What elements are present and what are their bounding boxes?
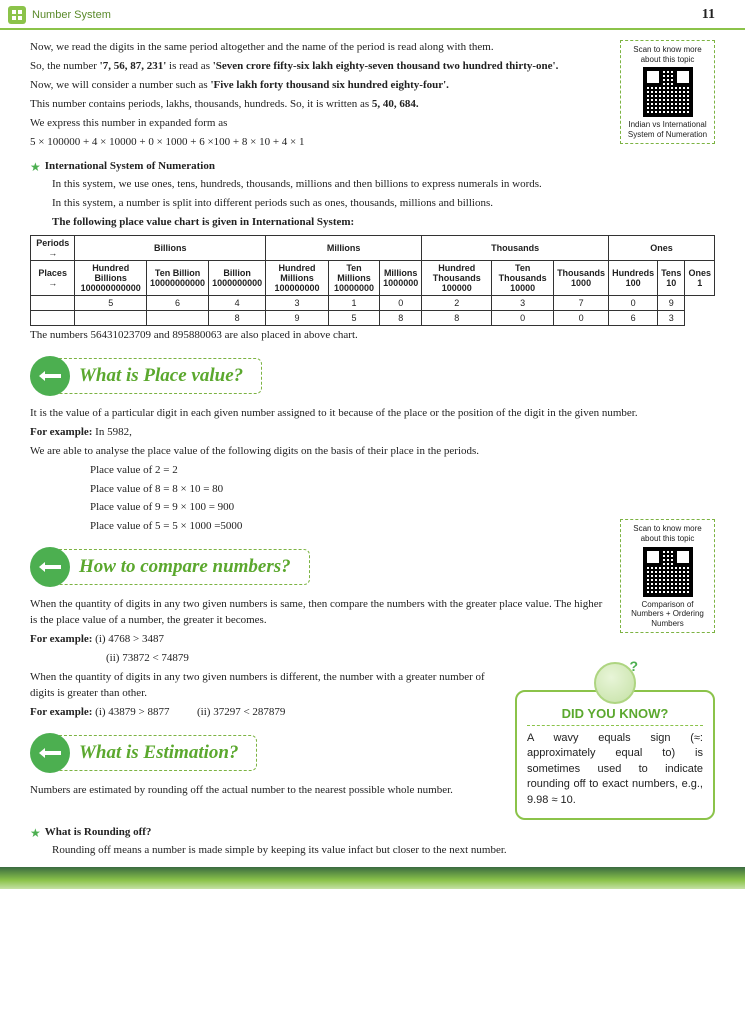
star-icon: ★ — [30, 826, 41, 840]
compare-p1: When the quantity of digits in any two g… — [30, 597, 715, 629]
pv-p3: We are able to analyse the place value o… — [30, 444, 715, 460]
intro-p6: 5 × 100000 + 4 × 10000 + 0 × 1000 + 6 ×1… — [30, 135, 715, 151]
pv-example: For example: In 5982, — [30, 425, 715, 441]
data-row-1: 56431023709 — [31, 295, 715, 310]
rounding-heading: ★ What is Rounding off? — [30, 826, 715, 840]
intro-p4: This number contains periods, lakhs, tho… — [30, 97, 715, 113]
qr-caption: Comparison of Numbers + Ordering Numbers — [625, 600, 710, 629]
qr-caption: Indian vs International System of Numera… — [625, 120, 710, 139]
pv-line1: Place value of 2 = 2 — [90, 463, 715, 479]
data-row-2: 895880063 — [31, 310, 715, 325]
section-estimation: What is Estimation? — [30, 733, 505, 773]
compare-ex1: For example: (i) 4768 > 3487 — [30, 632, 715, 648]
intl-heading: ★ International System of Numeration — [30, 160, 715, 174]
qr-top-text: Scan to know more about this topic — [625, 524, 710, 543]
section-compare: How to compare numbers? — [30, 547, 612, 587]
qr-code-icon — [643, 67, 693, 117]
pv-line3: Place value of 9 = 9 × 100 = 900 — [90, 500, 715, 516]
pencil-icon — [30, 733, 70, 773]
pv-line2: Place value of 8 = 8 × 10 = 80 — [90, 482, 715, 498]
dyk-title: DID YOU KNOW? — [527, 706, 703, 721]
qr-box-1: Scan to know more about this topic India… — [620, 40, 715, 144]
place-value-table: Periods → Billions Millions Thousands On… — [30, 235, 715, 326]
qr-top-text: Scan to know more about this topic — [625, 45, 710, 64]
footer-decoration — [0, 867, 745, 889]
intro-p3: Now, we will consider a number such as '… — [30, 78, 715, 94]
intro-p5: We express this number in expanded form … — [30, 116, 715, 132]
table-caption: The numbers 56431023709 and 895880063 ar… — [30, 328, 715, 344]
section-place-value: What is Place value? — [30, 356, 715, 396]
intl-p1: In this system, we use ones, tens, hundr… — [52, 177, 715, 193]
qr-code-icon — [643, 547, 693, 597]
intro-p1: Now, we read the digits in the same peri… — [30, 40, 715, 56]
did-you-know-box: DID YOU KNOW? A wavy equals sign (≈: app… — [515, 690, 715, 820]
pencil-icon — [30, 356, 70, 396]
qr-box-2: Scan to know more about this topic Compa… — [620, 519, 715, 633]
page-number: 11 — [702, 7, 715, 23]
intl-p2: In this system, a number is split into d… — [52, 196, 715, 212]
est-p2: Rounding off means a number is made simp… — [52, 843, 715, 859]
intro-p2: So, the number '7, 56, 87, 231' is read … — [30, 59, 715, 75]
dyk-text: A wavy equals sign (≈: approximately equ… — [527, 731, 703, 808]
thinking-face-icon — [594, 662, 636, 704]
intl-p3: The following place value chart is given… — [52, 215, 715, 231]
places-row: Places → Hundred Billions100000000000 Te… — [31, 260, 715, 295]
pv-p1: It is the value of a particular digit in… — [30, 406, 715, 422]
chapter-title: Number System — [32, 9, 111, 21]
page-header: Number System 11 — [0, 0, 745, 30]
chapter-icon — [8, 6, 26, 24]
star-icon: ★ — [30, 160, 41, 174]
